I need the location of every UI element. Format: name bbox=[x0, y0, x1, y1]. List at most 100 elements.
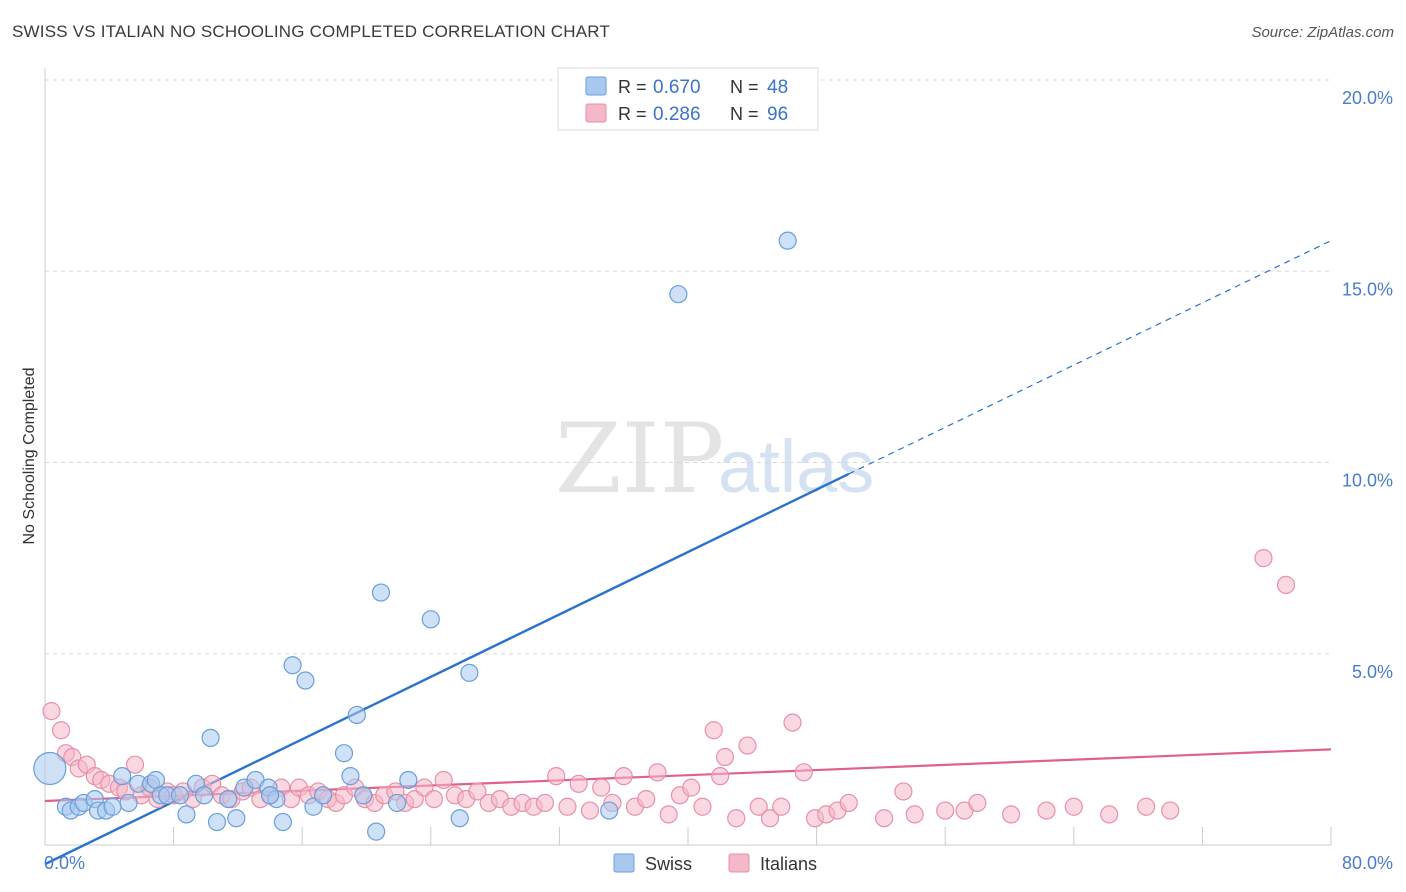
italians-point-44 bbox=[434, 770, 453, 790]
bottom-legend-label-swiss: Swiss bbox=[645, 854, 692, 874]
italians-point-73 bbox=[760, 809, 780, 828]
swiss-point-41 bbox=[421, 610, 440, 629]
italians-point-90 bbox=[1100, 805, 1119, 824]
legend-swatch-italians bbox=[585, 103, 607, 123]
watermark-atlas: atlas bbox=[718, 425, 874, 508]
swiss-point-29 bbox=[283, 656, 302, 675]
swiss-point-46 bbox=[778, 231, 797, 250]
grid-lines bbox=[45, 79, 1331, 655]
legend-r-label-italians: R = bbox=[618, 104, 647, 124]
swiss-point-43 bbox=[460, 663, 479, 682]
swiss-point-30 bbox=[296, 671, 315, 690]
italians-point-82 bbox=[894, 782, 913, 801]
italians-point-80 bbox=[839, 793, 858, 813]
swiss-point-44 bbox=[600, 801, 619, 820]
italians-point-83 bbox=[905, 805, 924, 824]
italians-point-53 bbox=[535, 793, 555, 813]
italians-point-58 bbox=[592, 778, 611, 797]
y-tick-label-3: 20.0% bbox=[1342, 88, 1393, 108]
swiss-point-37 bbox=[367, 822, 386, 841]
italians-point-56 bbox=[569, 774, 588, 793]
y-tick-label-0: 5.0% bbox=[1352, 662, 1393, 682]
legend-swatch-swiss bbox=[585, 76, 607, 96]
italians-point-74 bbox=[772, 797, 791, 816]
swiss-point-10 bbox=[119, 793, 138, 813]
y-tick-label-1: 10.0% bbox=[1342, 471, 1393, 491]
italians-point-95 bbox=[711, 767, 730, 786]
italians-point-47 bbox=[468, 782, 487, 801]
italians-point-84 bbox=[936, 801, 955, 820]
legend-n-value-italians: 96 bbox=[767, 104, 788, 125]
italians-point-94 bbox=[1276, 575, 1296, 595]
swiss-point-35 bbox=[347, 705, 366, 725]
italians-point-67 bbox=[693, 797, 712, 816]
watermark-zip: ZIP bbox=[555, 403, 724, 515]
legend-box: R = 0.670 N = 48 R = 0.286 N = 96 bbox=[557, 67, 819, 131]
swiss-point-20 bbox=[201, 728, 220, 748]
swiss-point-13 bbox=[146, 770, 166, 790]
italians-point-11 bbox=[125, 755, 145, 774]
swiss-point-0 bbox=[33, 751, 67, 786]
swiss-point-21 bbox=[207, 812, 227, 832]
swiss-point-47 bbox=[260, 786, 280, 805]
source-label: Source: ZipAtlas.com bbox=[1251, 24, 1394, 41]
y-axis-label: No Schooling Completed bbox=[21, 368, 38, 545]
legend-n-value-swiss: 48 bbox=[767, 77, 788, 98]
italians-point-91 bbox=[1137, 797, 1156, 816]
italians-point-87 bbox=[1002, 805, 1021, 824]
swiss-point-42 bbox=[450, 809, 469, 828]
italians-point-54 bbox=[547, 767, 566, 786]
italians-point-55 bbox=[558, 797, 577, 816]
italians-point-70 bbox=[727, 809, 746, 828]
legend-r-value-swiss: 0.670 bbox=[653, 77, 701, 98]
data-points bbox=[33, 231, 1296, 841]
italians-point-93 bbox=[1254, 549, 1273, 568]
bottom-legend-swatch-italians bbox=[728, 853, 750, 873]
italians-point-88 bbox=[1037, 801, 1056, 820]
italians-point-81 bbox=[875, 809, 894, 828]
swiss-trend-extension bbox=[848, 240, 1332, 475]
swiss-point-45 bbox=[669, 285, 688, 304]
italians-point-72 bbox=[749, 797, 768, 816]
italians-point-62 bbox=[637, 789, 656, 809]
italians-point-66 bbox=[682, 778, 701, 797]
italians-point-57 bbox=[580, 801, 600, 820]
italians-point-89 bbox=[1064, 797, 1083, 816]
swiss-point-23 bbox=[227, 809, 246, 828]
legend-r-value-italians: 0.286 bbox=[653, 104, 701, 125]
swiss-point-34 bbox=[341, 767, 360, 786]
swiss-point-40 bbox=[399, 770, 418, 790]
italians-point-60 bbox=[614, 767, 633, 786]
swiss-point-16 bbox=[170, 786, 190, 805]
trend-lines bbox=[44, 240, 1332, 866]
italians-point-71 bbox=[738, 736, 757, 755]
bottom-legend-label-italians: Italians bbox=[760, 854, 817, 874]
italians-point-75 bbox=[783, 713, 802, 732]
italians-point-64 bbox=[659, 805, 678, 824]
legend-n-label-swiss: N = bbox=[730, 77, 759, 97]
italians-point-76 bbox=[794, 763, 813, 782]
swiss-point-19 bbox=[195, 786, 214, 805]
x-tick-labels: 0.0% 80.0% bbox=[44, 853, 1393, 873]
bottom-legend-swatch-swiss bbox=[613, 853, 635, 873]
italians-point-0 bbox=[42, 702, 61, 721]
legend-n-label-italians: N = bbox=[730, 104, 759, 124]
chart-title: SWISS VS ITALIAN NO SCHOOLING COMPLETED … bbox=[12, 22, 610, 41]
italians-point-92 bbox=[1161, 801, 1180, 820]
swiss-point-9 bbox=[113, 767, 132, 786]
italians-point-43 bbox=[424, 789, 444, 809]
swiss-trend-line bbox=[44, 472, 850, 866]
y-tick-labels: 5.0% 10.0% 15.0% 20.0% bbox=[1342, 88, 1393, 682]
swiss-point-33 bbox=[334, 744, 354, 763]
italians-point-86 bbox=[968, 793, 987, 813]
italians-point-68 bbox=[704, 721, 723, 740]
swiss-point-17 bbox=[177, 805, 196, 824]
y-tick-label-2: 15.0% bbox=[1342, 279, 1393, 299]
x-tick-label-1: 80.0% bbox=[1342, 853, 1393, 873]
legend-r-label-swiss: R = bbox=[618, 77, 647, 97]
italians-point-69 bbox=[715, 747, 735, 767]
swiss-point-36 bbox=[354, 786, 373, 805]
swiss-point-39 bbox=[387, 793, 407, 813]
